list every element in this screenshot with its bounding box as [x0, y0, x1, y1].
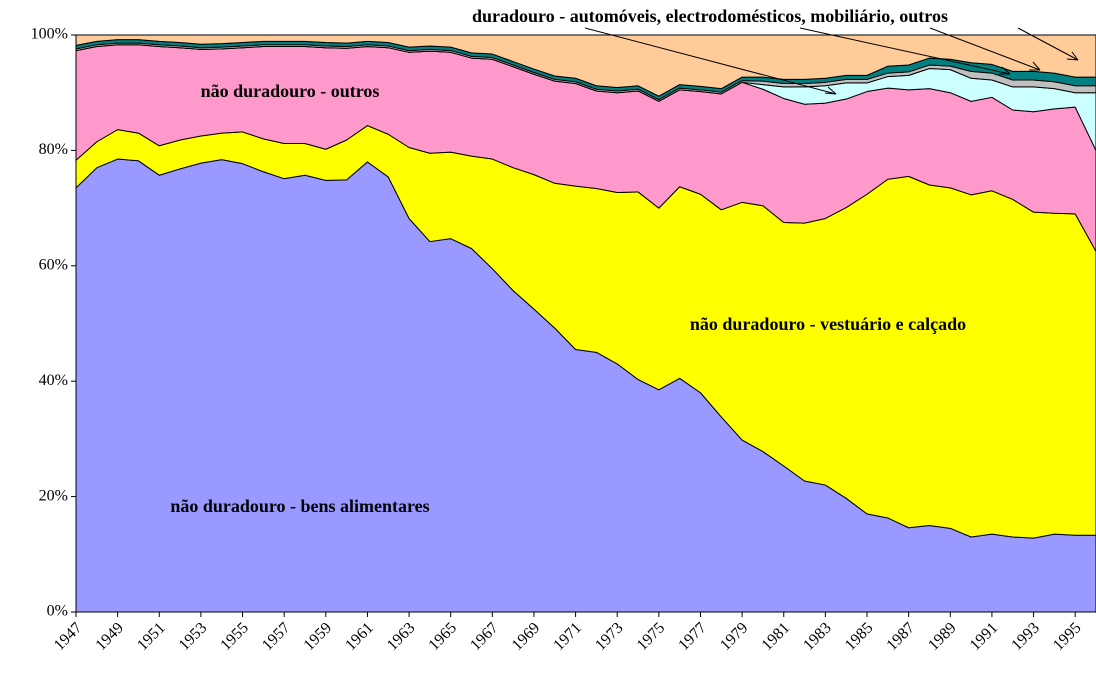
arrow-head	[1029, 61, 1041, 71]
arrow-head	[999, 66, 1011, 75]
x-tick-label: 1971	[550, 619, 585, 654]
x-tick-label: 1965	[425, 619, 460, 654]
x-tick-label: 1975	[634, 619, 669, 654]
x-tick-label: 1953	[176, 619, 211, 654]
x-tick-label: 1961	[342, 619, 377, 654]
y-tick-label: 0%	[47, 603, 68, 620]
x-tick-label: 1967	[467, 619, 502, 654]
x-tick-label: 1991	[967, 619, 1002, 654]
x-tick-label: 1947	[51, 619, 86, 654]
x-tick-label: 1989	[925, 619, 960, 654]
arrow	[799, 27, 1011, 75]
y-tick-label: 80%	[39, 141, 68, 158]
x-tick-label: 1977	[675, 619, 710, 654]
y-tick-label: 40%	[39, 372, 68, 389]
annotation-arrows	[584, 27, 1079, 95]
x-tick-label: 1959	[301, 619, 336, 654]
plot-area	[75, 34, 1096, 613]
area	[75, 34, 1096, 97]
x-tick-label: 1981	[759, 619, 794, 654]
x-tick-label: 1973	[592, 619, 627, 654]
x-tick-label: 1983	[800, 619, 835, 654]
arrow	[929, 27, 1041, 71]
series-label: não duradouro - bens alimentares	[170, 496, 429, 516]
x-tick-label: 1987	[883, 619, 918, 654]
x-tick-label: 1963	[384, 619, 419, 654]
series-label: não duradouro - outros	[201, 81, 380, 101]
y-tick-label: 20%	[39, 487, 68, 504]
x-tick-label: 1979	[717, 619, 752, 654]
arrow-head	[1066, 51, 1079, 61]
arrow-head	[824, 86, 837, 95]
x-tick-label: 1949	[92, 619, 127, 654]
x-tick-label: 1957	[259, 619, 294, 654]
arrow	[584, 27, 837, 95]
x-tick-label: 1969	[509, 619, 544, 654]
x-tick-label: 1993	[1008, 619, 1043, 654]
series-label: não duradouro - vestuário e calçado	[690, 314, 966, 334]
x-tick-label: 1985	[842, 619, 877, 654]
x-tick-label: 1955	[217, 619, 252, 654]
x-tick-label: 1995	[1050, 619, 1085, 654]
annotation: duradouro - automóveis, electrodoméstico…	[472, 6, 948, 26]
arrow	[1017, 27, 1079, 61]
x-tick-label: 1951	[134, 619, 169, 654]
y-tick-label: 60%	[39, 256, 68, 273]
y-tick-label: 100%	[31, 26, 68, 43]
